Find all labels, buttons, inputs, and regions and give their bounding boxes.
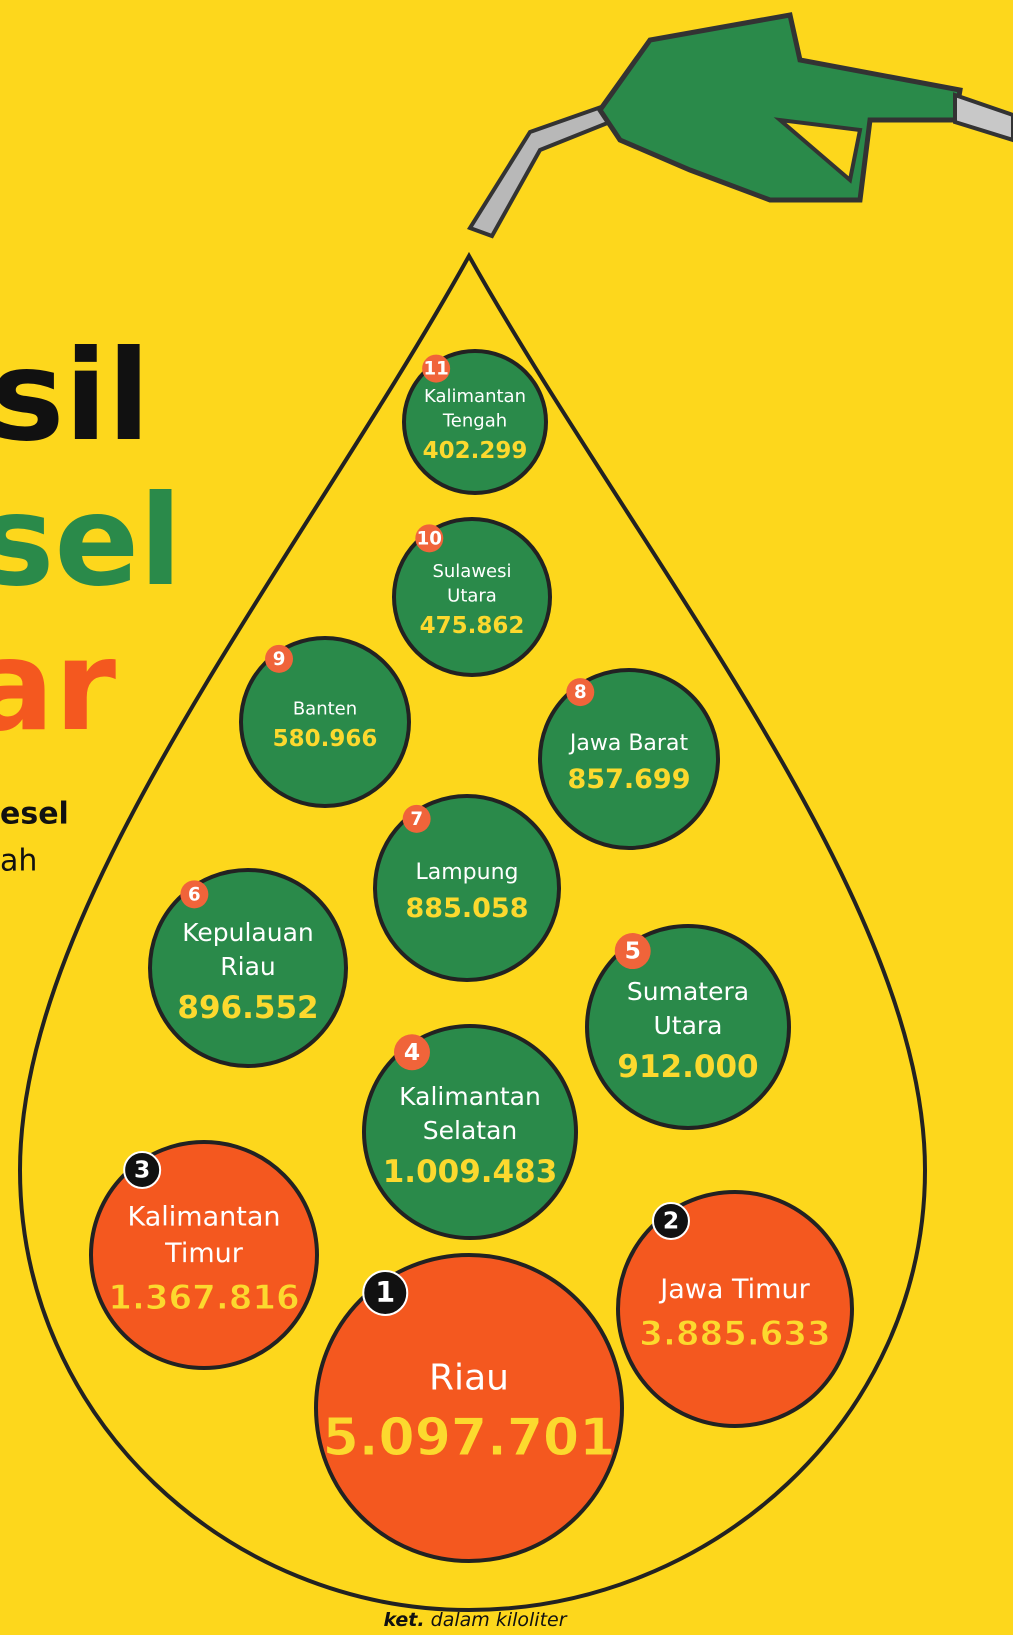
region-name: Sumatera xyxy=(627,977,749,1006)
title-line: sil xyxy=(0,324,150,469)
bubble xyxy=(89,1140,319,1370)
rank-badge xyxy=(362,1269,409,1316)
fuel-nozzle xyxy=(466,12,1013,239)
region-value: 1.009.483 xyxy=(383,1154,558,1190)
bubble xyxy=(362,1024,578,1240)
rank-number: 6 xyxy=(188,884,201,905)
rank-badge xyxy=(402,804,431,833)
rank-number: 5 xyxy=(625,937,641,965)
rank-number: 1 xyxy=(375,1275,395,1309)
rank-number: 2 xyxy=(663,1207,679,1235)
bubble xyxy=(373,794,561,982)
subtitle-line: esel xyxy=(0,797,69,832)
region-name: Jawa Timur xyxy=(658,1274,810,1305)
region-value: 475.862 xyxy=(420,613,525,639)
region-value: 912.000 xyxy=(617,1049,758,1085)
region-name: Timur xyxy=(164,1238,244,1269)
region-value: 1.367.816 xyxy=(108,1278,299,1318)
region-name: Selatan xyxy=(423,1116,517,1145)
title-line: sel xyxy=(0,469,182,614)
region-name: Kepulauan xyxy=(182,918,314,947)
rank-badge xyxy=(566,678,595,707)
bubble xyxy=(392,517,552,677)
region-name: Kalimantan xyxy=(399,1082,541,1111)
region-name: Banten xyxy=(293,698,357,719)
rank-badge xyxy=(415,524,444,553)
rank-badge xyxy=(180,880,209,909)
region-name: Sulawesi xyxy=(432,561,511,582)
bubble xyxy=(239,636,411,808)
rank-number: 3 xyxy=(134,1156,150,1184)
bubble xyxy=(585,924,791,1130)
footer-text: dalam kiloliter xyxy=(431,1609,568,1631)
region-name: Riau xyxy=(220,952,275,981)
rank-badge xyxy=(265,644,294,673)
region-value: 857.699 xyxy=(568,764,691,795)
title-line: ar xyxy=(0,614,116,759)
region-value: 885.058 xyxy=(406,893,529,924)
region-value: 5.097.701 xyxy=(323,1408,616,1468)
bubble xyxy=(616,1190,854,1428)
drop-outline xyxy=(17,251,928,1613)
bubble xyxy=(314,1253,624,1563)
rank-badge xyxy=(123,1151,162,1190)
region-name: Kalimantan xyxy=(128,1202,281,1233)
region-name: Utara xyxy=(653,1011,722,1040)
bubble xyxy=(538,668,720,850)
region-value: 3.885.633 xyxy=(639,1314,830,1354)
rank-number: 11 xyxy=(423,359,448,380)
region-value: 896.552 xyxy=(177,990,318,1026)
region-name: Riau xyxy=(429,1357,509,1398)
region-name: Utara xyxy=(447,586,497,607)
rank-badge xyxy=(614,933,651,970)
region-name: Lampung xyxy=(416,860,519,885)
region-name: Kalimantan xyxy=(424,386,526,407)
region-value: 402.299 xyxy=(423,438,528,464)
region-value: 580.966 xyxy=(273,726,378,752)
rank-number: 4 xyxy=(404,1038,420,1066)
region-name: Tengah xyxy=(442,411,507,432)
rank-badge xyxy=(422,354,451,383)
bubble xyxy=(148,868,348,1068)
bubble xyxy=(402,349,548,495)
rank-badge xyxy=(651,1202,690,1241)
subtitle-line: ah xyxy=(0,844,37,879)
region-name: Jawa Barat xyxy=(568,731,689,756)
footer-label: ket. xyxy=(383,1609,424,1631)
rank-number: 10 xyxy=(417,528,442,549)
rank-number: 9 xyxy=(273,649,286,670)
rank-number: 7 xyxy=(410,809,423,830)
rank-badge xyxy=(393,1034,430,1071)
footer-note: ket. dalam kiloliter xyxy=(383,1609,567,1631)
rank-number: 8 xyxy=(574,682,587,703)
